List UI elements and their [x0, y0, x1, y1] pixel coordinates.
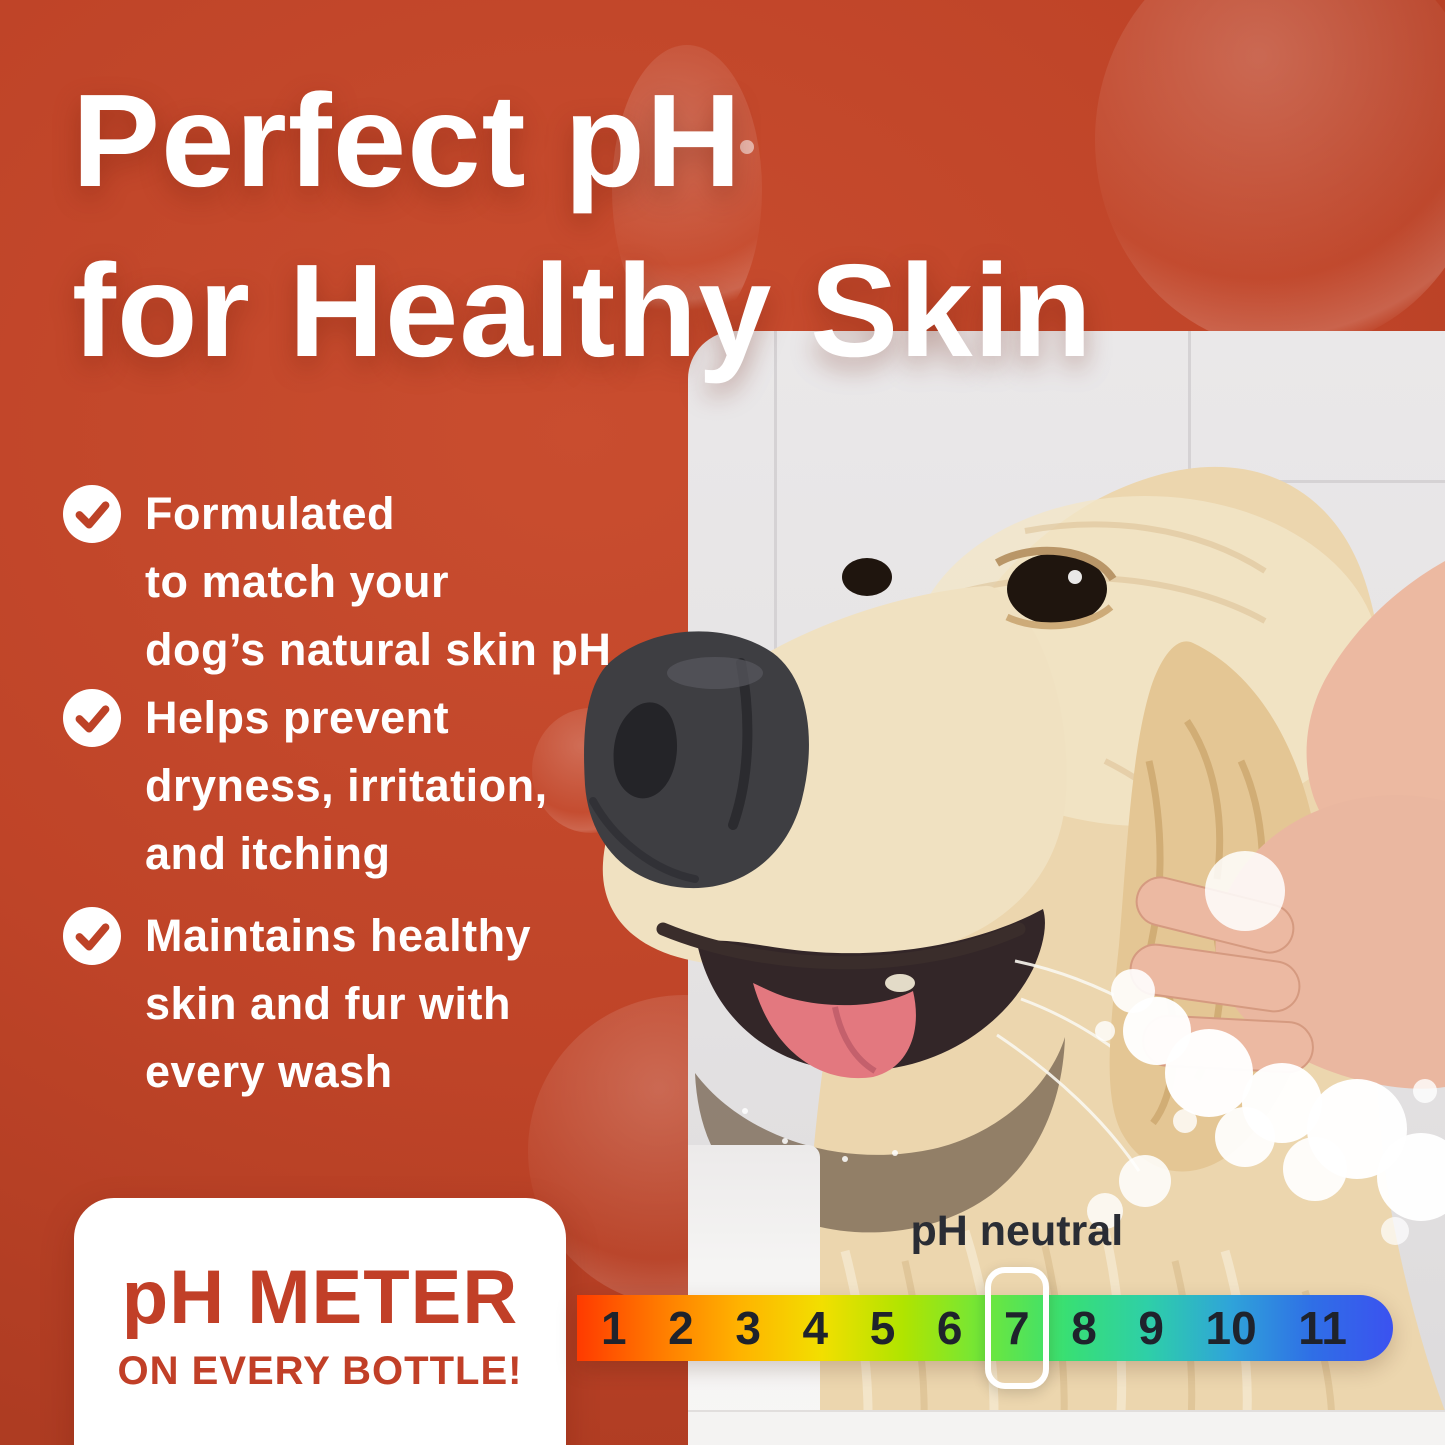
ph-scale-number: 11: [1298, 1302, 1347, 1354]
tile-grout-line: [774, 331, 777, 661]
badge-subtitle: ON EVERY BOTTLE!: [117, 1349, 523, 1393]
ph-scale-number: 2: [668, 1302, 694, 1354]
benefit-line: dryness, irritation,: [145, 760, 548, 811]
ph-neutral-highlight-ring: [984, 1267, 1049, 1389]
ph-scale-cell: 4: [803, 1295, 829, 1361]
ph-scale-number: 5: [869, 1302, 896, 1354]
ph-scale-number: 3: [735, 1302, 761, 1354]
bubble: [612, 45, 762, 335]
check-icon: [63, 907, 121, 965]
benefit-text: Formulated to match your dog’s natural s…: [145, 480, 611, 684]
ph-scale-bar: 1 2 3 4 5 6 pH neutral 7 8 9 10 11: [577, 1207, 1393, 1389]
ph-scale-number: 6: [936, 1302, 963, 1354]
ph-scale-cell: 6: [937, 1295, 963, 1361]
ph-scale-number: 10: [1205, 1302, 1257, 1354]
bubble-highlight-dot: [740, 140, 754, 154]
ph-scale-cell: 9: [1138, 1295, 1164, 1361]
ph-scale-cell: pH neutral 7: [911, 1207, 1123, 1389]
tile-grout-line: [1188, 331, 1191, 483]
ph-scale-cell: 10: [1206, 1295, 1257, 1361]
check-icon: [63, 485, 121, 543]
page-title: Perfect pH for Healthy Skin: [72, 56, 1093, 396]
ph-scale-number: 4: [802, 1302, 829, 1354]
tile-grout-line: [1188, 480, 1445, 483]
ph-scale-cell: 11: [1298, 1295, 1347, 1361]
ph-meter-badge: pH METER ON EVERY BOTTLE!: [74, 1198, 566, 1445]
benefit-item: Helps prevent dryness, irritation, and i…: [63, 684, 548, 888]
benefit-text: Maintains healthy skin and fur with ever…: [145, 902, 531, 1106]
benefit-line: to match your: [145, 556, 450, 607]
check-icon: [63, 689, 121, 747]
ph-scale-cell: 3: [735, 1295, 761, 1361]
ph-scale-number: 7: [1004, 1302, 1030, 1354]
benefit-line: Maintains healthy: [145, 910, 532, 961]
bubble: [1095, 0, 1445, 350]
ph-scale-number: 8: [1071, 1302, 1097, 1354]
benefit-line: every wash: [145, 1046, 393, 1097]
title-line-2: for Healthy Skin: [72, 237, 1093, 384]
benefit-line: Helps prevent: [145, 692, 450, 743]
dog-illustration: [584, 466, 1445, 1445]
bathtub-rim: [688, 1410, 1445, 1445]
ph-scale-cell: 1: [601, 1295, 627, 1361]
badge-title: pH METER: [121, 1255, 519, 1340]
benefit-line: dog’s natural skin pH: [145, 624, 612, 675]
ph-scale-cell: 2: [668, 1295, 694, 1361]
ph-scale-cell: 8: [1071, 1295, 1097, 1361]
benefit-line: and itching: [145, 828, 391, 879]
benefit-item: Maintains healthy skin and fur with ever…: [63, 902, 531, 1106]
ph-scale-number: 9: [1138, 1302, 1164, 1354]
benefit-item: Formulated to match your dog’s natural s…: [63, 480, 611, 684]
title-line-1: Perfect pH: [72, 67, 743, 214]
ph-scale-number: 1: [601, 1302, 627, 1354]
benefit-text: Helps prevent dryness, irritation, and i…: [145, 684, 548, 888]
ph-scale-cell: 5: [870, 1295, 896, 1361]
benefit-line: Formulated: [145, 488, 396, 539]
ph-neutral-label: pH neutral: [910, 1207, 1124, 1255]
benefit-line: skin and fur with: [145, 978, 512, 1029]
